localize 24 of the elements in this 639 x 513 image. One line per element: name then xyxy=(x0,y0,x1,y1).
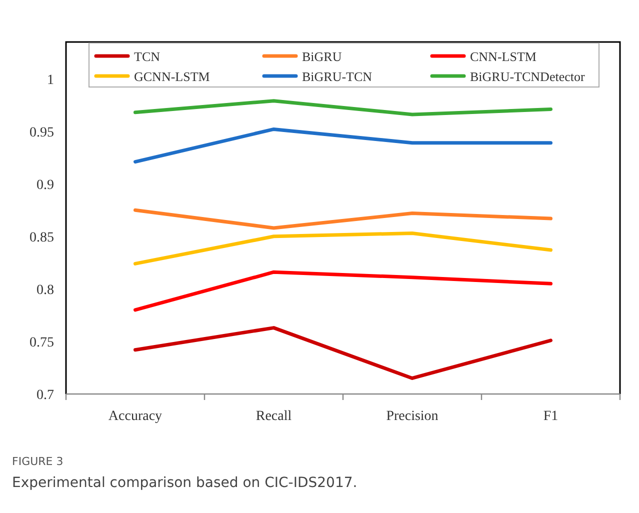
legend-label: GCNN-LSTM xyxy=(134,69,210,84)
y-tick-label: 0.7 xyxy=(36,388,54,403)
y-tick-label: 0.95 xyxy=(30,125,54,140)
y-tick-label: 0.75 xyxy=(30,335,54,350)
line-series xyxy=(134,208,552,230)
x-tick-label: F1 xyxy=(543,409,558,424)
x-tick-label: Precision xyxy=(386,409,438,424)
text: Experimental comparison based on CIC-IDS2017. xyxy=(12,475,358,491)
y-tick-label: 0.85 xyxy=(30,230,54,246)
y-tick-label: 1 xyxy=(47,72,54,88)
x-tick-label: Recall xyxy=(256,409,292,424)
legend-label: CNN-LSTM xyxy=(470,49,537,64)
legend-label: BiGRU-TCNDetector xyxy=(470,69,586,84)
line-series xyxy=(134,270,552,312)
line-series xyxy=(134,231,552,266)
x-tick-label: Accuracy xyxy=(108,409,162,424)
caption: FIGURE 3 xyxy=(12,455,64,468)
y-tick-label: 0.9 xyxy=(36,178,54,193)
legend-label: BiGRU-TCN xyxy=(302,69,373,84)
legend-label: TCN xyxy=(134,49,161,64)
y-tick-label: 0.8 xyxy=(36,282,54,298)
line-series xyxy=(134,326,552,380)
legend-label: BiGRU xyxy=(302,49,342,64)
line-series xyxy=(134,99,552,116)
